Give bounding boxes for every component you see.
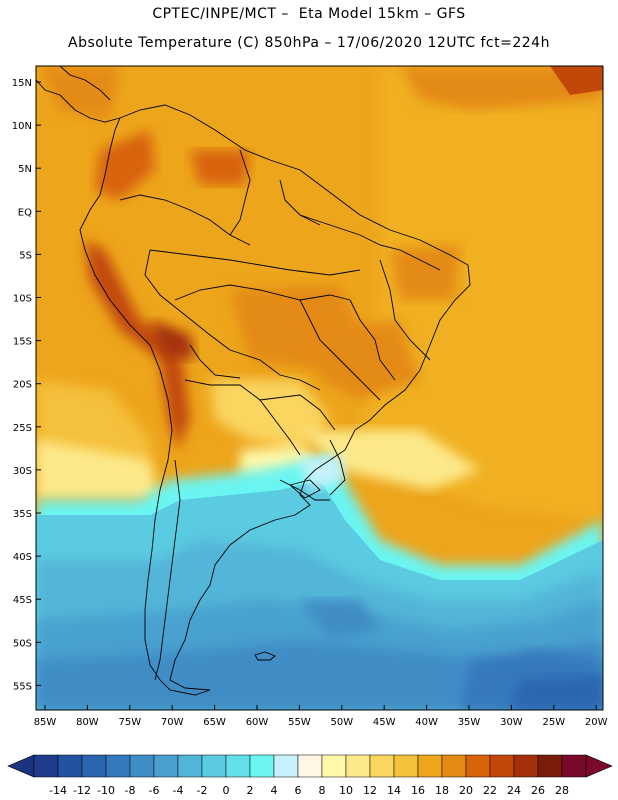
temperature-field (36, 66, 603, 710)
lon-label: 55W (288, 717, 311, 728)
south-america-coastline (79, 104, 471, 696)
colorbar-swatch (369, 754, 395, 778)
colorbar-under-arrow (7, 754, 35, 778)
colorbar-swatch (105, 754, 131, 778)
colorbar-label: 14 (387, 784, 401, 797)
lon-label: 40W (415, 717, 438, 728)
colorbar-label: -4 (173, 784, 184, 797)
colorbar-swatch (249, 754, 275, 778)
colorbar-label: 16 (411, 784, 425, 797)
colorbar-label: 0 (223, 784, 230, 797)
colorbar-swatch (561, 754, 587, 778)
lon-label: 25W (542, 717, 565, 728)
central-america-coastline (36, 79, 121, 123)
colorbar-swatch (129, 754, 155, 778)
lon-label: 20W (585, 717, 608, 728)
lat-label: 55S (13, 681, 32, 692)
lon-label: 30W (500, 717, 523, 728)
lon-label: 75W (118, 717, 141, 728)
lat-label: 25S (13, 423, 32, 434)
colorbar-swatch (273, 754, 299, 778)
borders (36, 66, 471, 696)
lat-label: 30S (13, 466, 32, 477)
lat-label: 15N (12, 78, 32, 89)
title-line-2: Absolute Temperature (C) 850hPa – 17/06/… (68, 35, 550, 51)
colorbar-swatch (297, 754, 323, 778)
latitude-axis: 15N 10N 5N EQ 5S 10S 15S 20S 25S 30S 35S 40S 45S 50S 5… (12, 78, 41, 692)
lon-label: 60W (246, 717, 269, 728)
lon-label: 50W (330, 717, 353, 728)
colorbar-label: 28 (555, 784, 569, 797)
colorbar-label: 6 (295, 784, 302, 797)
plot-frame (35, 65, 604, 711)
colorbar-swatch (465, 754, 491, 778)
lat-label: 20S (13, 380, 32, 391)
colorbar-label: 18 (435, 784, 449, 797)
colorbar-label: 2 (247, 784, 254, 797)
colorbar-label: 8 (319, 784, 326, 797)
lat-label: 10S (13, 294, 32, 305)
colorbar-swatch (513, 754, 539, 778)
colorbar-swatch (57, 754, 83, 778)
lat-label: 5S (19, 250, 32, 261)
colorbar-swatch (393, 754, 419, 778)
colorbar-swatch (81, 754, 107, 778)
colorbar-label: 10 (339, 784, 353, 797)
colorbar-swatch (537, 754, 563, 778)
colorbar-swatch (417, 754, 443, 778)
colorbar-label: 24 (507, 784, 521, 797)
falkland-islands (254, 651, 276, 661)
colorbar-over-arrow (585, 754, 613, 778)
colorbar-label: 4 (271, 784, 278, 797)
lon-label: 45W (373, 717, 396, 728)
lat-label: 35S (13, 509, 32, 520)
colorbar-swatch (345, 754, 371, 778)
colorbar-label: -8 (125, 784, 136, 797)
lon-label: 35W (458, 717, 481, 728)
lat-label: 40S (13, 552, 32, 563)
colorbar-label: -6 (149, 784, 160, 797)
colorbar-swatch (201, 754, 227, 778)
colorbar-label: -12 (73, 784, 91, 797)
colorbar-swatch (33, 754, 59, 778)
colorbar-swatch (489, 754, 515, 778)
lon-label: 80W (76, 717, 99, 728)
lat-label: 10N (12, 121, 32, 132)
colorbar-label: 22 (483, 784, 497, 797)
lon-label: 70W (161, 717, 184, 728)
title-line-1: CPTEC/INPE/MCT – Eta Model 15km – GFS (152, 6, 466, 22)
colorbar-swatch (225, 754, 251, 778)
colorbar-label: 26 (531, 784, 545, 797)
lat-label: 5N (18, 164, 32, 175)
colorbar: -14 -12 -10 -8 -6 -4 -2 0 2 4 6 8 10 12 14 16 18 20 22 24 26… (7, 754, 613, 797)
lon-label: 85W (34, 717, 57, 728)
lat-label: EQ (18, 207, 32, 218)
longitude-axis: 85W 80W 75W 70W 65W 60W 55W 50W 45W 40W 35W 30W 25W 2… (34, 705, 608, 728)
colorbar-swatch (441, 754, 467, 778)
colorbar-label: -14 (49, 784, 67, 797)
colorbar-swatch (177, 754, 203, 778)
colorbar-label: -2 (197, 784, 208, 797)
colorbar-label: 12 (363, 784, 377, 797)
colorbar-label: -10 (97, 784, 115, 797)
lat-label: 50S (13, 638, 32, 649)
lat-label: 45S (13, 595, 32, 606)
lat-label: 15S (13, 337, 32, 348)
lon-label: 65W (203, 717, 226, 728)
colorbar-swatch (321, 754, 347, 778)
colorbar-swatch (153, 754, 179, 778)
colorbar-label: 20 (459, 784, 473, 797)
